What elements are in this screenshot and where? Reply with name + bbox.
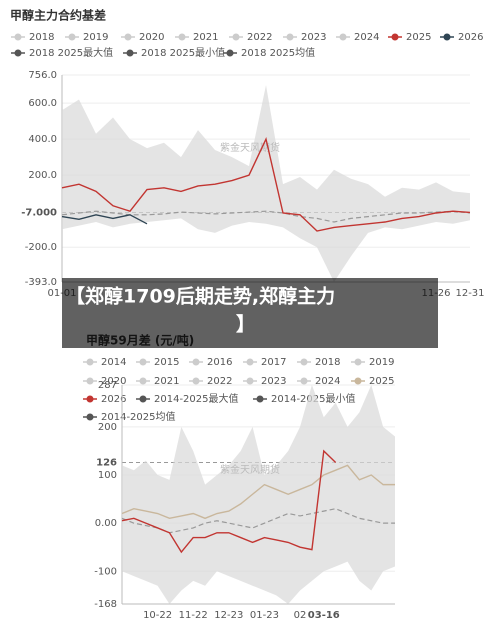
series-line [61, 214, 148, 225]
y-tick-label: 756.0 [28, 70, 57, 81]
banner-text: 】 [236, 313, 255, 336]
legend-label: 2014-2025最大值 [154, 392, 239, 405]
legend-label: 2018 [29, 32, 54, 43]
watermark: 紫金天风期货 [220, 141, 280, 154]
x-tick-label: 01-23 [250, 610, 279, 621]
legend-label: 2015 [154, 357, 179, 368]
legend-label: 2025 [369, 376, 394, 387]
legend-label: 2014 [101, 357, 126, 368]
legend-marker [443, 33, 451, 41]
series-line [121, 464, 395, 520]
legend-marker [300, 377, 308, 385]
legend-marker [139, 358, 147, 366]
legend-marker [300, 358, 308, 366]
chart-title: 甲醇主力合约基差 [10, 8, 106, 23]
y-tick-label: 200 [98, 422, 117, 433]
legend-label: 2020 [139, 32, 164, 43]
legend-marker [126, 49, 134, 57]
legend-label: 2026 [101, 394, 126, 405]
legend-label: 2023 [261, 376, 286, 387]
banner [62, 278, 438, 348]
legend-label: 2018 [315, 357, 340, 368]
watermark: 紫金天风期货 [220, 463, 280, 476]
x-tick-label: 03-16 [308, 610, 340, 621]
legend-label: 2016 [207, 357, 232, 368]
chart: 甲醇主力合约基差 2018 2019 2020 2021 2022 2023 2024 2025… [10, 8, 485, 300]
y-tick-label: 400.0 [28, 134, 57, 145]
x-tick-label: 02 [294, 610, 307, 621]
legend-marker [139, 395, 147, 403]
legend-marker [339, 33, 347, 41]
chart: 甲醇59月差 (元/吨)2014201520162017201820192020… [83, 333, 395, 621]
legend-marker [86, 395, 94, 403]
legend-marker [124, 33, 132, 41]
range-band [62, 85, 470, 282]
legend-label: 2026 [458, 32, 483, 43]
legend-label: 2024 [315, 376, 340, 387]
legend-label: 2014-2025均值 [101, 410, 176, 423]
legend-marker [246, 358, 254, 366]
range-band [122, 385, 395, 604]
legend-marker [86, 413, 94, 421]
legend-marker [86, 358, 94, 366]
y-tick-label: 287 [98, 380, 117, 391]
y-tick-label: 0.00 [95, 518, 117, 529]
y-tick-label: -200.0 [25, 242, 57, 253]
legend-marker [14, 33, 22, 41]
x-tick-label: 12-31 [455, 288, 484, 299]
legend-marker [178, 33, 186, 41]
legend-label: 2022 [207, 376, 232, 387]
y-tick-label: -7.000 [21, 207, 57, 218]
legend-label: 2024 [354, 32, 379, 43]
x-tick-label: 11-22 [179, 610, 208, 621]
legend-label: 2025 [406, 32, 431, 43]
series-line [61, 137, 471, 232]
legend-label: 2019 [83, 32, 108, 43]
legend-label: 2021 [193, 32, 218, 43]
legend-marker [354, 358, 362, 366]
y-tick-label: 126 [96, 457, 117, 468]
legend-marker [139, 377, 147, 385]
y-tick-label: 100 [98, 470, 117, 481]
legend-marker [232, 33, 240, 41]
legend-label: 2019 [369, 357, 394, 368]
legend-label: 2018 2025最大值 [29, 46, 113, 59]
x-tick-label: 12-23 [214, 610, 243, 621]
legend-marker [391, 33, 399, 41]
y-tick-label: 600.0 [28, 98, 57, 109]
legend-marker [286, 33, 294, 41]
legend-marker [86, 377, 94, 385]
legend-label: 2020 [101, 376, 126, 387]
legend-marker [354, 377, 362, 385]
legend-marker [226, 49, 234, 57]
x-tick-label: 10-22 [143, 610, 172, 621]
legend-label: 2021 [154, 376, 179, 387]
legend-marker [256, 395, 264, 403]
legend-marker [192, 377, 200, 385]
legend-marker [68, 33, 76, 41]
y-tick-label: -393.0 [25, 277, 57, 288]
legend-label: 2018 2025均值 [241, 46, 315, 59]
legend-label: 2017 [261, 357, 286, 368]
y-tick-label: -100 [94, 566, 117, 577]
banner-text: 【郑醇1709后期走势,郑醇主力 [66, 285, 335, 308]
legend-label: 2018 2025最小值 [141, 46, 225, 59]
legend-marker [246, 377, 254, 385]
y-tick-label: 200.0 [28, 170, 57, 181]
series-line [121, 449, 337, 554]
legend-label: 2022 [247, 32, 272, 43]
legend-label: 2023 [301, 32, 326, 43]
y-tick-label: -168 [94, 599, 117, 610]
legend-marker [14, 49, 22, 57]
legend-marker [192, 358, 200, 366]
